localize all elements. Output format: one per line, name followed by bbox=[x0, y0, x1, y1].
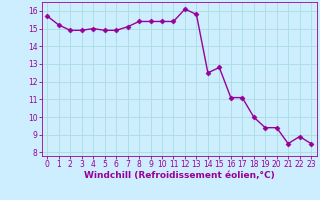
X-axis label: Windchill (Refroidissement éolien,°C): Windchill (Refroidissement éolien,°C) bbox=[84, 171, 275, 180]
